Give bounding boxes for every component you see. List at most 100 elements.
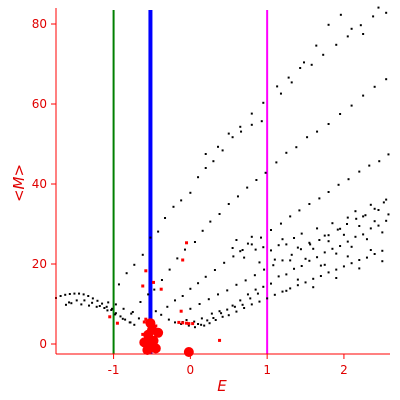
data-point (315, 44, 318, 47)
highlight-point (179, 309, 183, 313)
data-point (322, 53, 325, 56)
data-point (137, 317, 140, 320)
data-point (253, 274, 256, 277)
data-point (364, 214, 367, 217)
x-tick-label: -1 (108, 363, 120, 377)
data-point (299, 248, 302, 251)
data-point (181, 295, 184, 297)
data-point (318, 197, 321, 200)
data-point (358, 225, 361, 227)
data-point (385, 11, 388, 14)
data-point (119, 315, 122, 318)
data-point (381, 260, 384, 263)
data-point (308, 259, 311, 262)
data-point (335, 277, 338, 279)
data-point (327, 23, 330, 26)
data-point (80, 303, 83, 306)
data-point (68, 301, 71, 304)
data-points (55, 6, 390, 357)
data-point (189, 307, 192, 310)
y-tick-label: 60 (32, 97, 47, 111)
data-point (373, 85, 376, 88)
data-point (335, 268, 338, 271)
data-point (250, 235, 253, 238)
data-point (378, 160, 381, 163)
data-point (272, 264, 275, 267)
data-point (323, 251, 326, 254)
data-point (312, 247, 315, 250)
data-point (114, 312, 117, 315)
data-point (187, 324, 190, 327)
data-point (114, 303, 117, 306)
data-point (308, 241, 311, 244)
y-tick-label: 0 (39, 337, 47, 351)
data-point (385, 198, 388, 201)
data-point (279, 222, 282, 225)
data-point (91, 301, 94, 304)
data-point (260, 236, 263, 239)
data-point (358, 267, 361, 270)
data-point (337, 183, 340, 186)
data-point (197, 176, 200, 179)
data-point (316, 130, 319, 133)
data-point (241, 249, 244, 251)
data-point (73, 292, 76, 295)
data-point (114, 313, 117, 316)
data-point (296, 278, 299, 281)
data-point (296, 284, 299, 287)
data-point (204, 153, 207, 155)
data-point (246, 186, 249, 189)
data-point (164, 217, 167, 219)
data-point (255, 179, 258, 181)
data-point (217, 145, 220, 148)
data-point (308, 203, 311, 205)
data-point (289, 287, 292, 290)
data-point (160, 279, 163, 281)
data-point (385, 78, 388, 81)
data-point (153, 288, 156, 291)
data-point (323, 234, 326, 237)
data-point (239, 299, 242, 302)
data-point (277, 244, 280, 247)
data-point (372, 15, 375, 18)
data-point (185, 319, 188, 321)
data-point (250, 243, 253, 246)
data-point (354, 235, 357, 238)
data-point (221, 149, 224, 152)
data-point (174, 299, 177, 302)
data-point (193, 241, 196, 243)
data-point (377, 209, 380, 211)
data-point (105, 305, 108, 308)
data-point (218, 310, 221, 313)
data-point (235, 239, 238, 241)
highlight-point (185, 321, 189, 325)
data-point (246, 242, 249, 245)
x-tick-label: 0 (187, 363, 195, 377)
data-point (166, 305, 169, 308)
data-point (387, 213, 390, 216)
data-point (279, 92, 282, 95)
data-point (226, 308, 229, 311)
data-point (262, 246, 265, 249)
data-point (231, 247, 234, 249)
data-point (110, 309, 113, 311)
data-point (250, 303, 253, 306)
data-point (327, 234, 330, 237)
data-point (298, 209, 301, 212)
data-point (210, 312, 213, 315)
data-point (281, 290, 284, 293)
data-point (209, 220, 212, 223)
data-point (254, 288, 257, 291)
data-point (147, 293, 150, 296)
data-point (342, 265, 345, 268)
x-tick-label: 1 (263, 363, 271, 377)
data-point (258, 261, 261, 264)
data-point (83, 299, 86, 302)
data-point (310, 63, 313, 66)
data-point (287, 76, 290, 79)
highlight-point (191, 322, 195, 326)
data-point (88, 304, 91, 307)
y-tick-label: 80 (32, 17, 47, 31)
data-point (350, 27, 353, 30)
data-point (381, 249, 384, 252)
